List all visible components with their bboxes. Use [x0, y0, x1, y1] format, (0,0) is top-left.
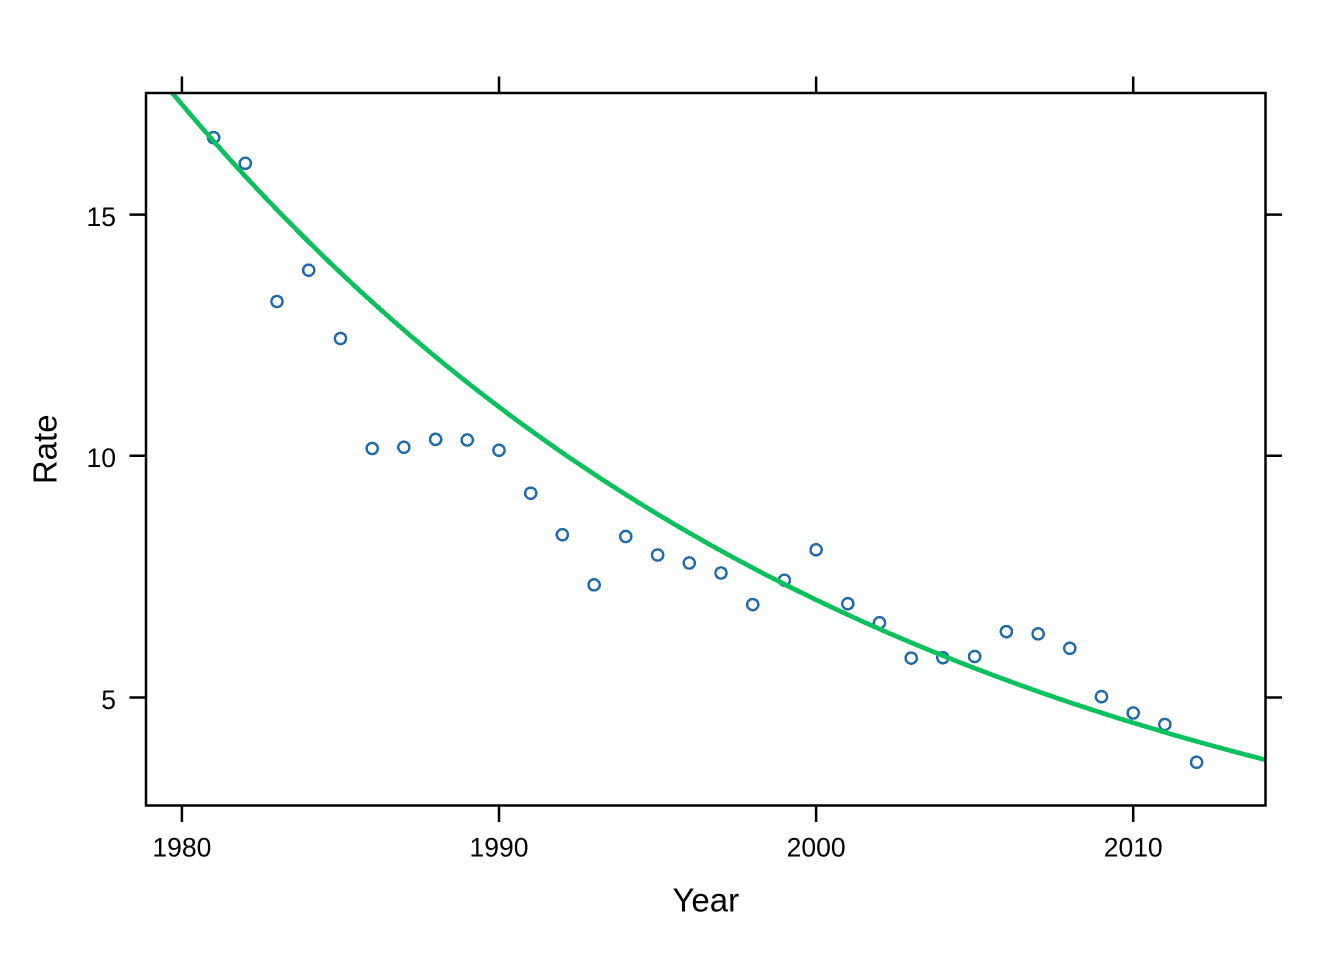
- svg-text:Year: Year: [672, 882, 739, 919]
- svg-text:1980: 1980: [152, 833, 211, 863]
- svg-text:10: 10: [87, 443, 116, 473]
- svg-text:1990: 1990: [470, 833, 529, 863]
- svg-text:2010: 2010: [1104, 833, 1163, 863]
- svg-text:2000: 2000: [787, 833, 846, 863]
- svg-text:Rate: Rate: [27, 414, 64, 484]
- svg-text:15: 15: [87, 202, 116, 232]
- svg-text:5: 5: [101, 685, 116, 715]
